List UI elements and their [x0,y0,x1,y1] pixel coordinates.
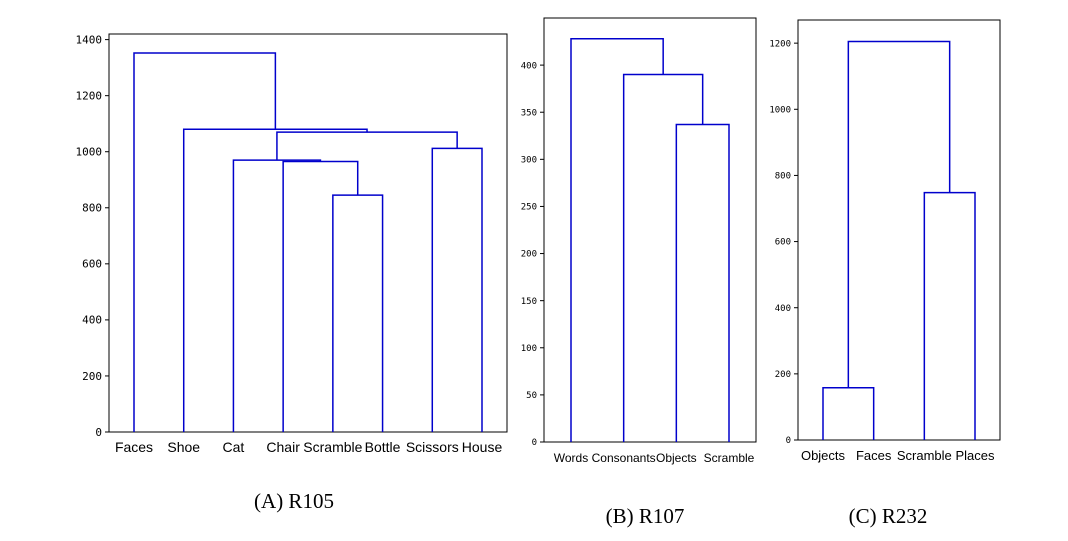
y-tick-label: 800 [82,202,102,215]
y-tick-label: 200 [82,370,102,383]
y-tick-label: 0 [95,426,102,439]
y-tick-label: 150 [521,297,537,307]
y-tick-label: 50 [526,391,537,401]
leaf-label: Cat [223,439,245,455]
y-tick-label: 200 [521,250,537,260]
panel-c-r232: 0 200 400 600 800 1000 1200 Objects Faces Scrambl… [769,19,1001,528]
plot-frame [797,19,1001,441]
plot-frame [543,17,757,443]
leaf-label: Faces [115,439,153,455]
y-tick-label: 1000 [76,146,103,159]
panel-a-r105: 0 200 400 600 800 1000 1200 1400 Faces Shoe Cat Cha… [76,33,508,513]
leaf-label: Scramble [897,448,952,463]
y-tick-label: 600 [775,238,791,248]
leaf-label: Shoe [167,439,200,455]
dendrogram-link [431,147,483,432]
leaf-label: Places [955,448,995,463]
dendrogram-link [182,128,368,432]
leaf-label: Objects [656,451,697,465]
dendrogram-link [675,123,730,442]
panel-caption: (A) R105 [254,489,334,513]
leaf-label: Scissors [406,439,459,455]
dendrogram-link [232,159,322,432]
leaf-label: Scramble [704,451,755,465]
leaf-label: House [462,439,503,455]
dendrogram-link [822,386,875,440]
panel-caption: (C) R232 [849,504,928,528]
leaf-label: Consonants [592,451,656,465]
y-tick-label: 100 [521,344,537,354]
leaf-label: Objects [801,448,846,463]
dendrogram-link [923,191,976,440]
y-tick-label: 800 [775,172,791,182]
y-tick-label: 0 [786,436,791,446]
dendrogram-link [332,194,384,432]
y-tick-label: 200 [775,370,791,380]
leaf-label: Faces [856,448,892,463]
y-tick-label: 250 [521,203,537,213]
y-tick-label: 0 [532,438,537,448]
y-tick-label: 400 [82,314,102,327]
leaf-label: Scramble [303,439,362,455]
y-tick-label: 400 [775,304,791,314]
dendrogram-link [282,160,359,432]
panel-caption: (B) R107 [606,504,685,528]
y-tick-label: 350 [521,108,537,118]
plot-frame [108,33,508,433]
y-tick-label: 1200 [769,39,791,49]
dendrogram-link [847,40,951,388]
y-tick-label: 400 [521,61,537,71]
y-tick-label: 1400 [76,33,103,46]
dendrogram-link [622,73,704,442]
y-tick-label: 300 [521,155,537,165]
leaf-label: Chair [266,439,300,455]
y-tick-label: 1200 [76,90,103,103]
leaf-label: Words [554,451,588,465]
dendrogram-link [133,52,277,432]
dendrogram-link [276,131,458,161]
y-tick-label: 600 [82,258,102,271]
y-tick-label: 1000 [769,105,791,115]
leaf-label: Bottle [365,439,401,455]
panel-b-r107: 0 50 100 150 200 250 300 350 400 Words Consonants O… [521,17,757,528]
dendrogram-link [570,37,664,442]
